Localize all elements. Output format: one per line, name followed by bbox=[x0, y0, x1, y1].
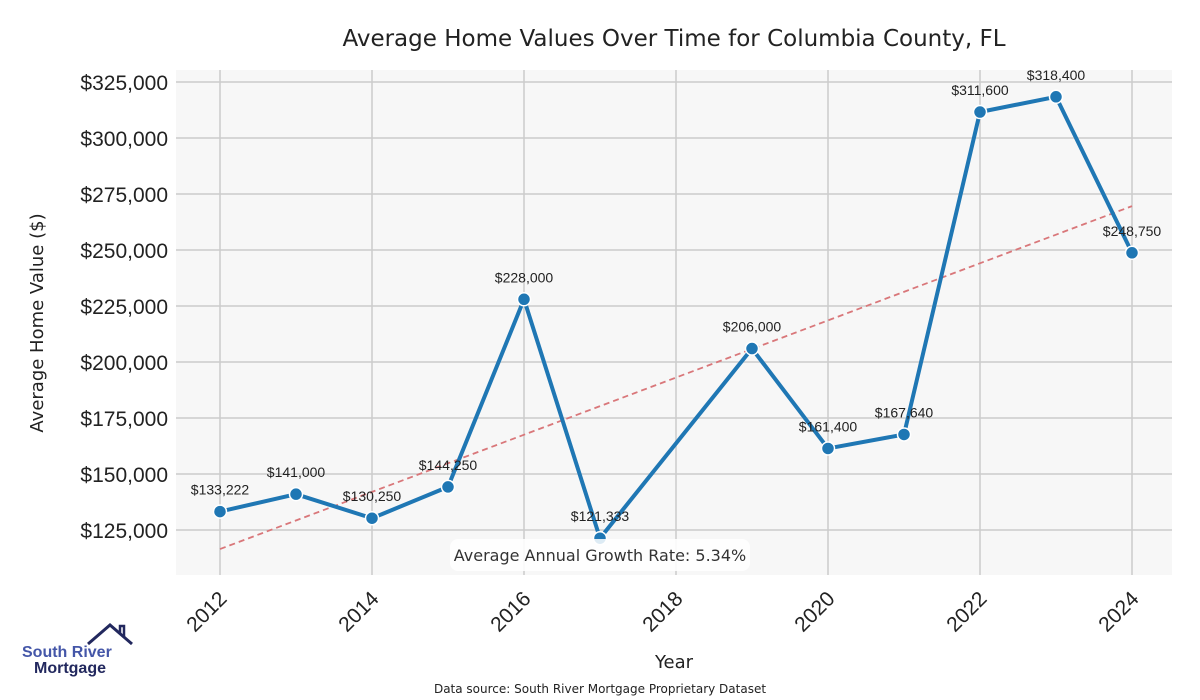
x-tick-label: 2012 bbox=[182, 587, 231, 636]
y-tick-label: $175,000 bbox=[80, 408, 168, 431]
logo: South River Mortgage bbox=[22, 620, 133, 680]
x-tick-label: 2014 bbox=[334, 587, 384, 637]
logo-line2: Mortgage bbox=[34, 660, 106, 677]
data-label: $161,400 bbox=[799, 418, 858, 434]
plot-area bbox=[176, 70, 1172, 575]
y-tick-label: $125,000 bbox=[80, 520, 168, 543]
data-label: $248,750 bbox=[1103, 223, 1162, 239]
data-label: $228,000 bbox=[495, 269, 554, 285]
annotation-box bbox=[450, 539, 750, 571]
data-point bbox=[212, 504, 228, 519]
y-tick-label: $150,000 bbox=[80, 464, 168, 487]
logo-line1: South River bbox=[22, 644, 112, 661]
data-label: $141,000 bbox=[267, 464, 326, 480]
y-tick-label: $225,000 bbox=[80, 296, 168, 319]
x-tick-label: 2024 bbox=[1094, 587, 1144, 637]
data-point bbox=[516, 292, 532, 307]
house-icon bbox=[87, 623, 133, 646]
x-tick-label: 2016 bbox=[486, 587, 535, 636]
data-label: $318,400 bbox=[1027, 67, 1086, 83]
data-point bbox=[820, 441, 836, 456]
trend-line bbox=[219, 205, 1133, 550]
growth-rate-annotation: Average Annual Growth Rate: 5.34% bbox=[454, 546, 746, 565]
x-axis-label: Year bbox=[654, 652, 694, 673]
data-label: $206,000 bbox=[723, 319, 782, 335]
data-point bbox=[288, 486, 304, 502]
data-point bbox=[364, 510, 380, 526]
data-label: $130,250 bbox=[343, 488, 402, 504]
x-tick-label: 2018 bbox=[638, 587, 687, 636]
y-tick-label: $250,000 bbox=[80, 240, 168, 263]
data-point bbox=[896, 427, 912, 442]
data-label: $121,333 bbox=[571, 508, 630, 524]
data-label: $311,600 bbox=[951, 82, 1009, 98]
series-line bbox=[219, 94, 1134, 541]
data-point bbox=[972, 104, 988, 120]
data-point bbox=[744, 341, 760, 356]
data-label: $167,640 bbox=[875, 404, 934, 420]
data-label: $133,222 bbox=[191, 482, 250, 498]
y-tick-label: $200,000 bbox=[80, 352, 168, 375]
x-tick-label: 2020 bbox=[790, 587, 839, 636]
data-label: $144,250 bbox=[419, 457, 478, 473]
y-axis-label: Average Home Value ($) bbox=[27, 213, 48, 432]
data-point bbox=[1124, 245, 1140, 261]
chart-title: Average Home Values Over Time for Columb… bbox=[342, 26, 1005, 52]
y-tick-label: $275,000 bbox=[80, 184, 168, 207]
x-tick-label: 2022 bbox=[942, 587, 991, 636]
y-tick-label: $325,000 bbox=[80, 72, 168, 95]
data-point bbox=[440, 479, 456, 495]
data-source: Data source: South River Mortgage Propri… bbox=[434, 682, 766, 696]
data-point bbox=[1048, 89, 1064, 105]
y-tick-label: $300,000 bbox=[80, 128, 168, 151]
